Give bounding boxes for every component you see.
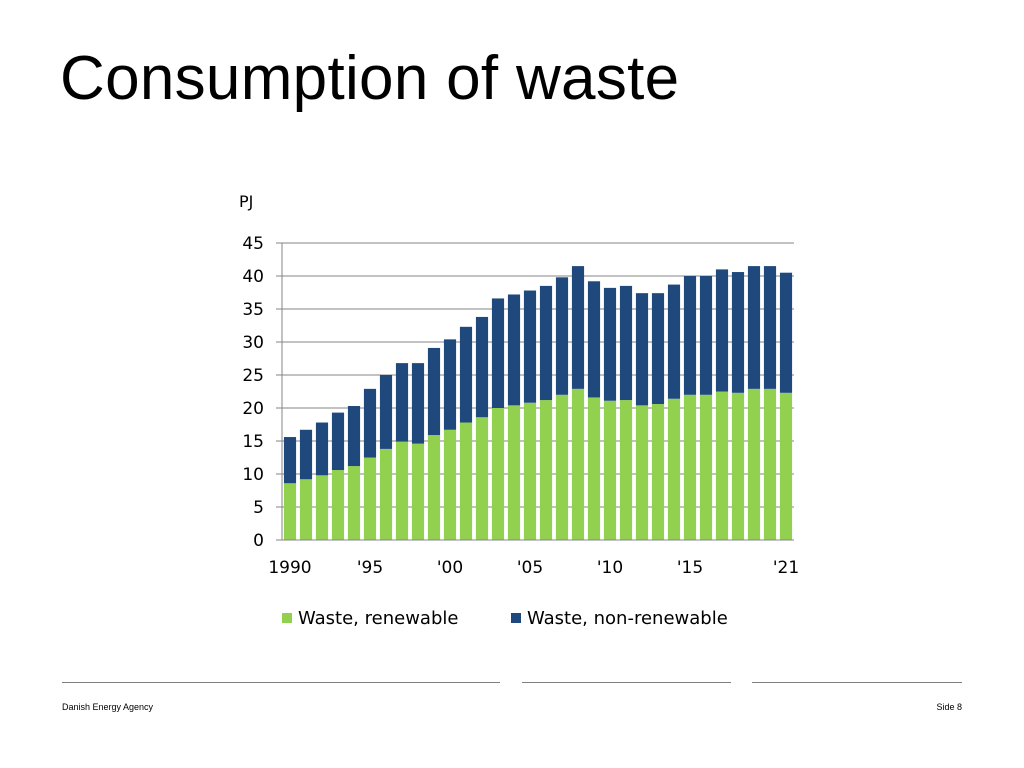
bar-segment-non-renewable	[379, 375, 393, 449]
bar-segment-renewable	[331, 470, 345, 540]
bar-segment-renewable	[747, 388, 761, 540]
bar-segment-non-renewable	[763, 266, 777, 389]
bar-segment-non-renewable	[747, 266, 761, 389]
bar-segment-renewable	[603, 400, 617, 540]
legend-swatch	[511, 613, 521, 623]
y-tick-label: 45	[242, 234, 264, 254]
bar-segment-non-renewable	[731, 272, 745, 393]
bar-segment-non-renewable	[459, 326, 473, 423]
bar-segment-non-renewable	[491, 298, 505, 408]
bar-segment-renewable	[587, 397, 601, 540]
bar-segment-renewable	[507, 405, 521, 540]
bar-segment-non-renewable	[571, 266, 585, 389]
y-tick-label: 5	[253, 498, 264, 518]
bar-segment-renewable	[475, 417, 489, 540]
bar-segment-renewable	[443, 429, 457, 540]
bar-segment-renewable	[283, 483, 297, 540]
bar-segment-non-renewable	[635, 293, 649, 406]
bar-segment-non-renewable	[539, 285, 553, 401]
bar-segment-non-renewable	[555, 277, 569, 395]
bar-segment-non-renewable	[523, 290, 537, 403]
legend: Waste, renewable Waste, non-renewable	[282, 608, 728, 629]
x-tick-label: '10	[597, 558, 623, 578]
bar-segment-non-renewable	[331, 412, 345, 471]
bar-segment-non-renewable	[475, 316, 489, 418]
y-tick-label: 35	[242, 300, 264, 320]
bar-segment-renewable	[555, 394, 569, 540]
bar-segment-renewable	[363, 457, 377, 540]
y-tick-label: 20	[242, 399, 264, 419]
bar-segment-non-renewable	[347, 406, 361, 467]
bar-segment-renewable	[683, 394, 697, 540]
bar-segment-non-renewable	[619, 285, 633, 401]
y-tick-label: 10	[242, 465, 264, 485]
legend-label: Waste, renewable	[298, 608, 458, 629]
bar-segment-renewable	[379, 448, 393, 540]
bar-segment-non-renewable	[443, 339, 457, 430]
x-tick-label: '05	[517, 558, 543, 578]
bar-segment-non-renewable	[683, 276, 697, 395]
bar-segment-non-renewable	[283, 437, 297, 484]
bar-segment-renewable	[763, 388, 777, 540]
bar-segment-non-renewable	[363, 388, 377, 458]
bar-segment-non-renewable	[779, 272, 793, 393]
legend-swatch	[282, 613, 292, 623]
y-tick-label: 40	[242, 267, 264, 287]
bar-segment-renewable	[491, 408, 505, 540]
bar-segment-non-renewable	[411, 363, 425, 444]
footer-divider-middle	[522, 682, 731, 683]
bar-segment-non-renewable	[587, 281, 601, 398]
bar-segment-non-renewable	[299, 429, 313, 480]
bar-segment-renewable	[715, 391, 729, 540]
x-tick-label: '00	[437, 558, 463, 578]
bar-segment-non-renewable	[395, 363, 409, 442]
legend-label: Waste, non-renewable	[527, 608, 728, 629]
y-unit-label: PJ	[239, 192, 253, 211]
bar-segment-non-renewable	[715, 269, 729, 392]
bar-segment-renewable	[411, 443, 425, 540]
bar-segment-renewable	[667, 398, 681, 540]
bars	[283, 266, 793, 540]
bar-segment-renewable	[731, 392, 745, 540]
bar-segment-non-renewable	[427, 347, 441, 436]
bar-segment-non-renewable	[667, 284, 681, 399]
y-tick-label: 15	[242, 432, 264, 452]
footer-organization: Danish Energy Agency	[62, 702, 154, 712]
bar-segment-non-renewable	[315, 422, 329, 476]
bar-segment-renewable	[779, 392, 793, 540]
x-tick-label: '95	[357, 558, 383, 578]
bar-segment-renewable	[427, 435, 441, 540]
bar-segment-renewable	[571, 388, 585, 540]
footer-divider-left	[62, 682, 500, 683]
bar-segment-renewable	[651, 404, 665, 540]
bar-segment-renewable	[699, 394, 713, 540]
x-tick-label: 1990	[268, 558, 311, 578]
bar-segment-renewable	[635, 405, 649, 540]
y-tick-label: 0	[253, 531, 264, 551]
bar-segment-renewable	[523, 402, 537, 540]
bar-segment-renewable	[395, 441, 409, 540]
x-tick-label: '21	[773, 558, 799, 578]
bar-segment-renewable	[347, 466, 361, 540]
axes: 0 5 10 15 20 25 30 35 40 45 1990 '95 '00 '05 '10 '15 '21	[242, 234, 799, 578]
x-tick-label: '15	[677, 558, 703, 578]
bar-segment-renewable	[459, 422, 473, 540]
bar-segment-renewable	[539, 400, 553, 540]
bar-segment-renewable	[299, 479, 313, 540]
y-tick-label: 30	[242, 333, 264, 353]
bar-segment-non-renewable	[507, 294, 521, 406]
bar-segment-non-renewable	[651, 293, 665, 405]
stacked-bar-chart: 0 5 10 15 20 25 30 35 40 45 1990 '95 '00 '05 '10 '15 '21…	[239, 192, 799, 629]
bar-segment-renewable	[619, 400, 633, 540]
footer-page-number: Side 8	[936, 702, 962, 712]
y-tick-label: 25	[242, 366, 264, 386]
bar-segment-non-renewable	[699, 276, 713, 395]
bar-segment-renewable	[315, 475, 329, 540]
slide-title: Consumption of waste	[60, 44, 680, 113]
bar-segment-non-renewable	[603, 287, 617, 401]
footer-divider-right	[752, 682, 962, 683]
